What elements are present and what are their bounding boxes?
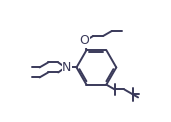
Text: N: N <box>62 61 72 74</box>
Text: O: O <box>80 34 89 47</box>
